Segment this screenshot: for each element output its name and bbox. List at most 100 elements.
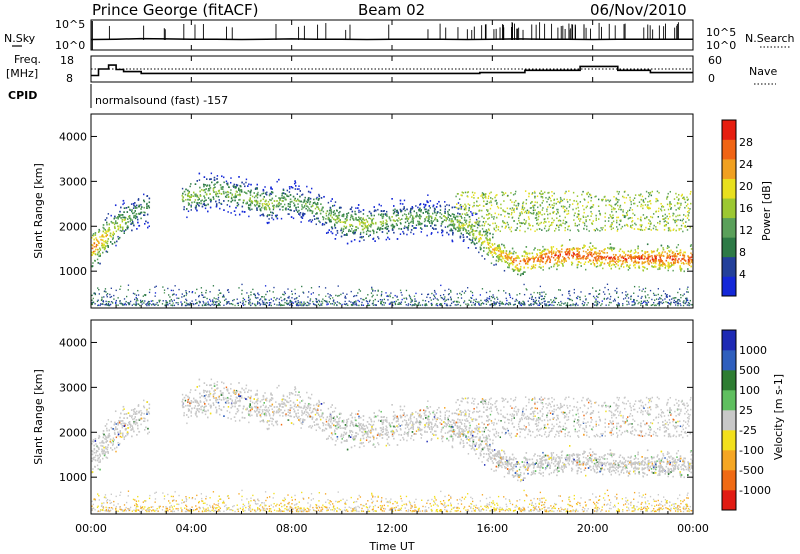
power-mark [500, 250, 502, 253]
power-mark [397, 211, 399, 214]
power-mark [687, 207, 690, 209]
power-mark [545, 221, 547, 223]
power-mark [264, 192, 267, 194]
power-mark [551, 204, 553, 206]
power-mark [503, 193, 505, 196]
power-mark [457, 230, 460, 232]
power-mark [370, 214, 373, 217]
power-mark [589, 253, 591, 256]
power-mark [563, 261, 565, 263]
power-mark [528, 222, 530, 225]
power-mark [559, 200, 562, 203]
power-mark [625, 223, 628, 226]
power-mark [469, 231, 471, 234]
power-mark [207, 210, 209, 213]
power-mark [401, 218, 403, 220]
power-mark [417, 206, 419, 209]
station-title: Prince George (fitACF) [92, 1, 258, 19]
power-mark [435, 214, 438, 217]
power-mark [596, 262, 598, 264]
power-mark [270, 187, 272, 190]
power-mark [419, 227, 422, 229]
power-mark [204, 204, 206, 207]
power-mark [683, 256, 686, 258]
power-mark [656, 249, 658, 252]
power-mark [365, 218, 367, 221]
power-mark [472, 241, 474, 243]
power-mark [671, 251, 674, 253]
power-mark [495, 249, 497, 252]
power-mark [475, 213, 477, 215]
power-mark [380, 214, 382, 216]
power-mark [601, 258, 603, 261]
power-mark [494, 248, 497, 251]
power-mark [562, 219, 565, 222]
power-mark [465, 205, 467, 207]
power-mark [302, 214, 305, 217]
power-mark [623, 214, 625, 217]
power-mark [206, 185, 208, 187]
power-mark [527, 227, 529, 230]
power-mark [630, 224, 632, 227]
power-mark [663, 218, 665, 220]
power-mark [211, 181, 213, 184]
power-mark [441, 229, 443, 231]
power-mark [294, 180, 296, 182]
power-mark [577, 260, 580, 263]
power-mark [105, 232, 107, 235]
power-mark [132, 212, 134, 215]
power-mark [355, 229, 357, 232]
power-mark [380, 223, 382, 226]
power-mark [403, 199, 406, 202]
power-mark [335, 215, 337, 217]
power-mark [245, 202, 248, 205]
power-mark [540, 266, 542, 269]
power-mark [223, 209, 225, 211]
power-mark [524, 260, 527, 262]
power-mark [631, 208, 634, 211]
power-mark [649, 220, 651, 223]
power-mark [579, 248, 581, 250]
power-mark [537, 218, 539, 221]
power-mark [434, 208, 436, 211]
power-mark [668, 227, 671, 229]
power-mark [282, 192, 285, 195]
power-mark [678, 258, 680, 260]
power-mark [609, 199, 612, 202]
power-mark [535, 256, 538, 258]
power-mark [691, 261, 693, 264]
power-mark [343, 234, 346, 236]
power-mark [361, 236, 363, 239]
power-mark [328, 218, 330, 221]
power-mark [659, 261, 661, 263]
power-mark [625, 260, 627, 263]
power-mark [316, 212, 318, 215]
power-mark [418, 209, 420, 211]
power-mark [446, 231, 448, 234]
power-mark [604, 220, 607, 222]
power-mark [686, 199, 689, 201]
power-mark [183, 190, 186, 193]
power-mark [257, 193, 259, 196]
power-mark [329, 206, 332, 209]
power-mark [287, 208, 290, 211]
power-mark [677, 244, 680, 246]
power-mark [413, 227, 416, 229]
power-mark [487, 254, 489, 256]
power-mark [123, 216, 126, 219]
power-mark [640, 205, 642, 208]
power-mark [667, 269, 669, 272]
power-mark [488, 242, 491, 244]
power-mark [109, 234, 111, 237]
power-mark [615, 254, 617, 256]
power-mark [295, 207, 297, 209]
power-mark [523, 258, 525, 260]
power-mark [490, 200, 492, 202]
power-mark [531, 193, 533, 195]
power-mark [587, 255, 589, 257]
power-mark [476, 221, 478, 223]
power-mark [256, 183, 258, 186]
power-mark [530, 202, 532, 204]
power-mark [126, 227, 129, 230]
power-mark [630, 203, 633, 206]
